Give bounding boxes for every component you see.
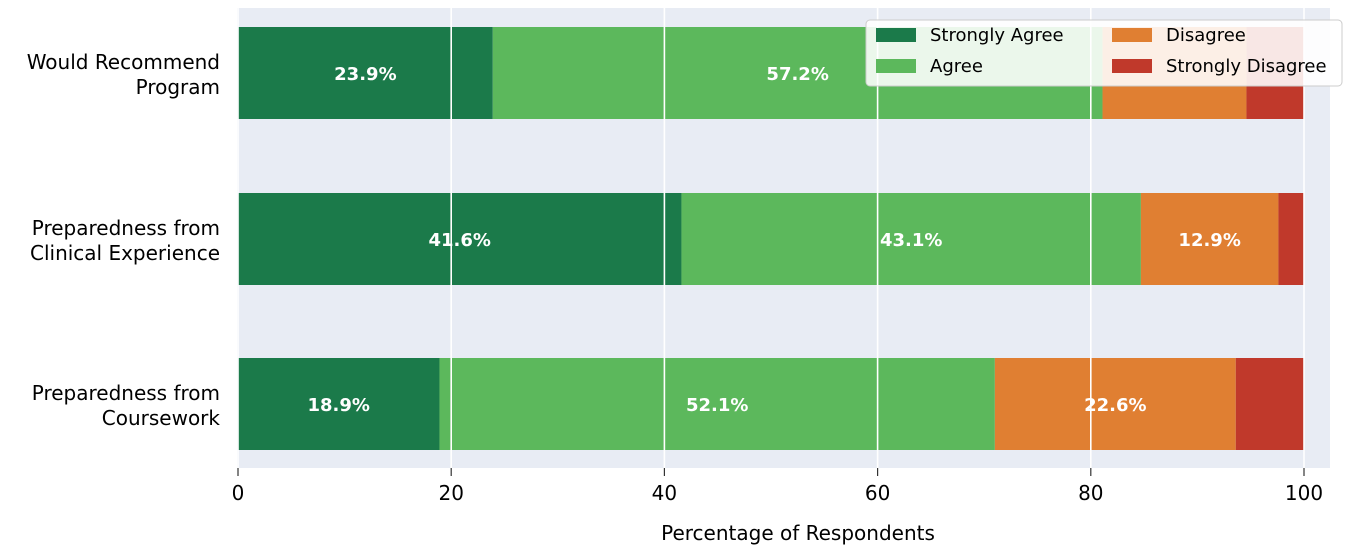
legend-label-strongly-agree: Strongly Agree [930,25,1064,46]
x-tick-label-3: 60 [865,481,890,505]
legend-swatch-strongly-disagree [1112,59,1152,73]
bar-agree-1 [681,193,1141,285]
data-label-agree-0: 57.2% [766,64,828,85]
category-label-0: Would Recommend Program [27,50,220,99]
category-label-1: Preparedness from Clinical Experience [30,216,220,265]
data-labels: 23.9% 57.2% 41.6% 43.1% 12.9% 18.9% 52.1% 22.6% [308,64,1241,416]
legend-label-disagree: Disagree [1166,25,1246,46]
x-tick-label-5: 100 [1285,481,1323,505]
bar-strongly-agree-2 [238,358,440,450]
legend-label-strongly-disagree: Strongly Disagree [1166,56,1327,77]
data-label-strongly-agree-1: 41.6% [429,230,491,251]
data-label-disagree-2: 22.6% [1084,395,1146,416]
legend-swatch-disagree [1112,28,1152,42]
data-label-strongly-agree-2: 18.9% [308,395,370,416]
x-tick-label-1: 20 [438,481,463,505]
legend-box [865,19,1343,87]
bars [238,27,1304,450]
data-label-agree-1: 43.1% [880,230,942,251]
legend-swatch-strongly-agree [876,28,916,42]
category-labels: Would Recommend Program Preparedness from C… [27,50,221,430]
data-label-strongly-agree-0: 23.9% [334,64,396,85]
category-label-2: Preparedness from Coursework [32,381,221,430]
bar-disagree-2 [994,358,1236,450]
bar-strongly-agree-1 [238,193,682,285]
bar-strongly-agree-0 [238,27,493,119]
bar-strongly-disagree-1 [1278,193,1304,285]
legend-swatch-agree [876,59,916,73]
x-axis: 0 20 40 60 80 100 [232,468,1323,505]
x-axis-title: Percentage of Respondents [661,521,935,545]
x-tick-label-2: 40 [652,481,677,505]
legend-label-agree: Agree [930,56,983,77]
bar-disagree-1 [1140,193,1279,285]
bar-agree-2 [439,358,995,450]
data-label-agree-2: 52.1% [686,395,748,416]
x-tick-label-0: 0 [232,481,245,505]
legend: Strongly Agree Agree Disagree Strongly Disa… [865,19,1343,87]
data-label-disagree-1: 12.9% [1178,230,1240,251]
x-tick-label-4: 80 [1078,481,1103,505]
bar-strongly-disagree-2 [1235,358,1304,450]
